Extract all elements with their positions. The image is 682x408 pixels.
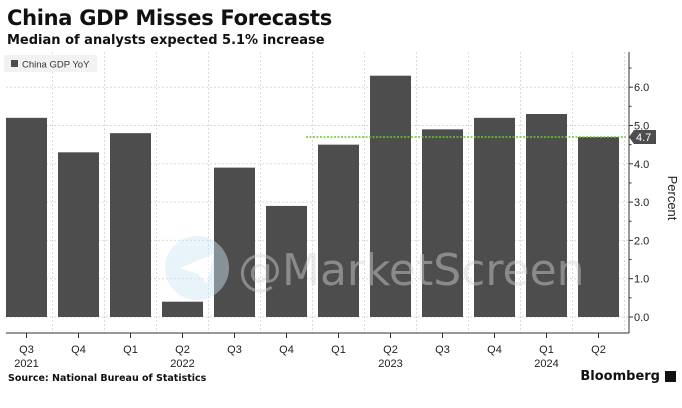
bar [318,144,359,317]
bloomberg-mark-icon [665,371,676,382]
paper-plane-icon [180,254,214,284]
chart-title: China GDP Misses Forecasts [7,6,332,30]
telegram-icon [165,236,229,300]
y-tick-label: 6.0 [634,82,649,94]
y-tick-label: 3.0 [634,197,649,209]
x-year-label: 2023 [378,358,402,370]
x-year-label: 2024 [534,358,558,370]
last-value-label: 4.7 [636,132,651,144]
bar [58,152,99,317]
legend-label: China GDP YoY [22,60,90,71]
x-tick-label: Q4 [71,344,86,356]
x-year-label: 2022 [170,358,194,370]
x-tick-label: Q1 [539,344,554,356]
bar [474,117,515,317]
bar [578,136,619,317]
y-tick-label: 4.0 [634,159,649,171]
x-tick-label: Q3 [435,344,450,356]
bar [370,75,411,318]
x-tick-label: Q2 [591,344,606,356]
bar [526,114,567,317]
x-tick-label: Q4 [279,344,294,356]
bar [266,205,307,317]
chart-subtitle: Median of analysts expected 5.1% increas… [7,33,325,48]
bar [214,167,255,317]
bar [422,129,463,317]
x-tick-label: Q1 [123,344,138,356]
watermark-text: @MarketScreen [238,245,585,296]
x-tick-label: Q3 [19,344,34,356]
bar [110,133,151,317]
x-tick-label: Q2 [175,344,190,356]
y-tick-label: 5.0 [634,121,649,133]
bar [6,117,47,317]
y-tick-label: 0.0 [634,312,649,324]
y-axis-title: Percent [665,176,680,221]
x-tick-label: Q4 [487,344,502,356]
y-tick-label: 2.0 [634,235,649,247]
last-value-box [629,129,656,144]
y-tick-label: 1.0 [634,274,649,286]
x-tick-label: Q1 [331,344,346,356]
legend-swatch [11,60,18,67]
legend-box [4,55,97,72]
x-tick-label: Q2 [383,344,398,356]
bar [162,301,203,317]
bloomberg-logo: Bloomberg [580,369,660,384]
watermark: @MarketScreen [165,236,585,300]
x-tick-label: Q3 [227,344,242,356]
x-year-label: 2021 [14,358,38,370]
source-note: Source: National Bureau of Statistics [8,373,207,384]
